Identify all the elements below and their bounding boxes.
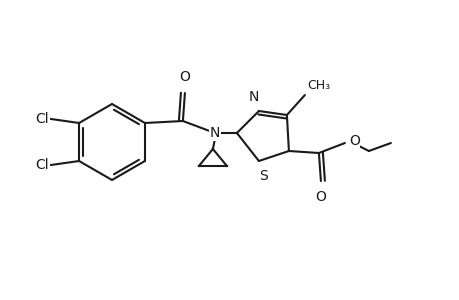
Text: Cl: Cl: [35, 158, 49, 172]
Text: S: S: [259, 169, 268, 183]
Text: N: N: [209, 126, 219, 140]
Text: O: O: [348, 134, 359, 148]
Text: Cl: Cl: [35, 112, 49, 126]
Text: N: N: [248, 90, 258, 104]
Text: O: O: [315, 190, 325, 204]
Text: CH₃: CH₃: [306, 79, 329, 92]
Text: O: O: [179, 70, 190, 84]
